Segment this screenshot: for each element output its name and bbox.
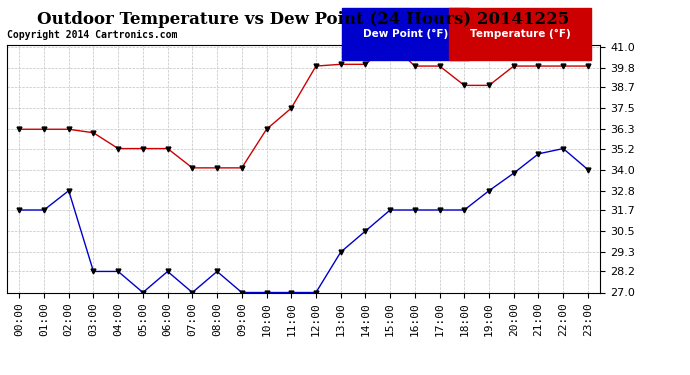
Text: Copyright 2014 Cartronics.com: Copyright 2014 Cartronics.com — [7, 30, 177, 40]
Text: Outdoor Temperature vs Dew Point (24 Hours) 20141225: Outdoor Temperature vs Dew Point (24 Hou… — [37, 11, 570, 28]
Text: Temperature (°F): Temperature (°F) — [470, 29, 571, 39]
Text: Dew Point (°F): Dew Point (°F) — [363, 29, 448, 39]
